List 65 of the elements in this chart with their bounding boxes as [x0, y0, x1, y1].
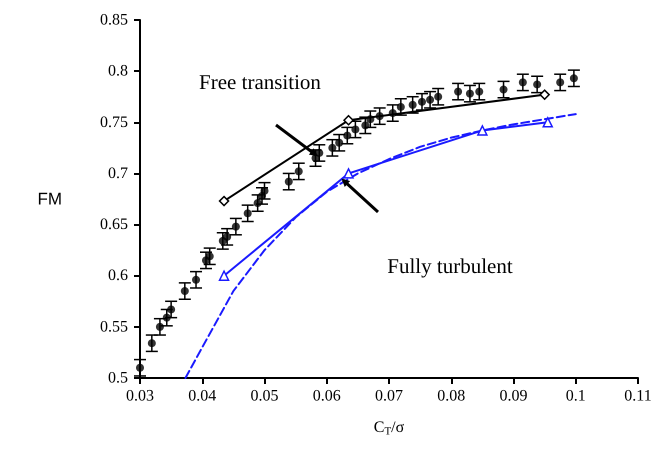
- point: [539, 89, 550, 100]
- x-tick-label: 0.05: [250, 388, 278, 404]
- point: [466, 90, 474, 98]
- point: [376, 112, 384, 120]
- point: [542, 117, 553, 128]
- x-tick-label: 0.07: [375, 388, 403, 404]
- point: [244, 209, 252, 218]
- point: [328, 144, 336, 152]
- point: [426, 96, 434, 104]
- point: [533, 80, 542, 88]
- point: [454, 88, 462, 96]
- y-tick-label: 0.55: [100, 318, 128, 336]
- point: [148, 339, 156, 348]
- annotation: Free transition: [199, 70, 322, 94]
- point: [180, 287, 189, 296]
- point: [162, 314, 171, 322]
- x-tick-label: 0.06: [312, 388, 341, 404]
- point: [343, 114, 354, 126]
- point: [218, 196, 230, 206]
- point: [361, 121, 370, 130]
- point: [434, 92, 442, 101]
- x-tick-label: 0.08: [437, 388, 466, 404]
- point: [475, 88, 484, 96]
- x-tick-label: 0.04: [188, 388, 216, 404]
- y-tick-label: 0.7: [108, 164, 128, 182]
- point: [156, 322, 164, 331]
- y-tick-label: 0.65: [100, 216, 128, 234]
- point: [366, 115, 374, 124]
- point: [343, 132, 352, 140]
- y-tick-label: 0.75: [100, 114, 128, 131]
- point: [477, 125, 488, 136]
- x-tick-label: 0.03: [126, 388, 154, 404]
- point: [335, 138, 344, 147]
- point: [408, 100, 417, 109]
- point: [136, 364, 144, 372]
- y-tick-label: 0.5: [108, 370, 128, 386]
- y-tick-label: 0.85: [100, 12, 128, 28]
- point: [192, 276, 200, 284]
- point: [396, 102, 405, 111]
- point: [388, 109, 397, 118]
- point: [570, 74, 578, 82]
- point: [206, 252, 214, 260]
- x-tick-label: 0.1: [566, 388, 586, 404]
- point: [223, 232, 232, 241]
- point: [232, 222, 240, 231]
- y-axis-title: FM: [37, 190, 62, 208]
- x-tick-label: 0.11: [624, 388, 652, 404]
- y-tick-label: 0.6: [108, 267, 128, 284]
- x-tick-label: 0.09: [500, 388, 528, 404]
- point: [260, 186, 268, 195]
- point: [518, 78, 527, 86]
- point: [315, 148, 324, 157]
- point: [294, 167, 303, 176]
- point: [167, 305, 176, 314]
- point: [218, 270, 230, 281]
- point: [500, 86, 508, 94]
- annotation: Fully turbulent: [387, 254, 513, 278]
- line-series: [184, 113, 577, 379]
- point: [351, 125, 360, 134]
- point: [343, 168, 354, 179]
- y-tick-label: 0.8: [108, 62, 128, 80]
- point: [254, 199, 262, 208]
- point: [418, 98, 426, 106]
- point: [556, 78, 564, 86]
- point: [284, 178, 293, 186]
